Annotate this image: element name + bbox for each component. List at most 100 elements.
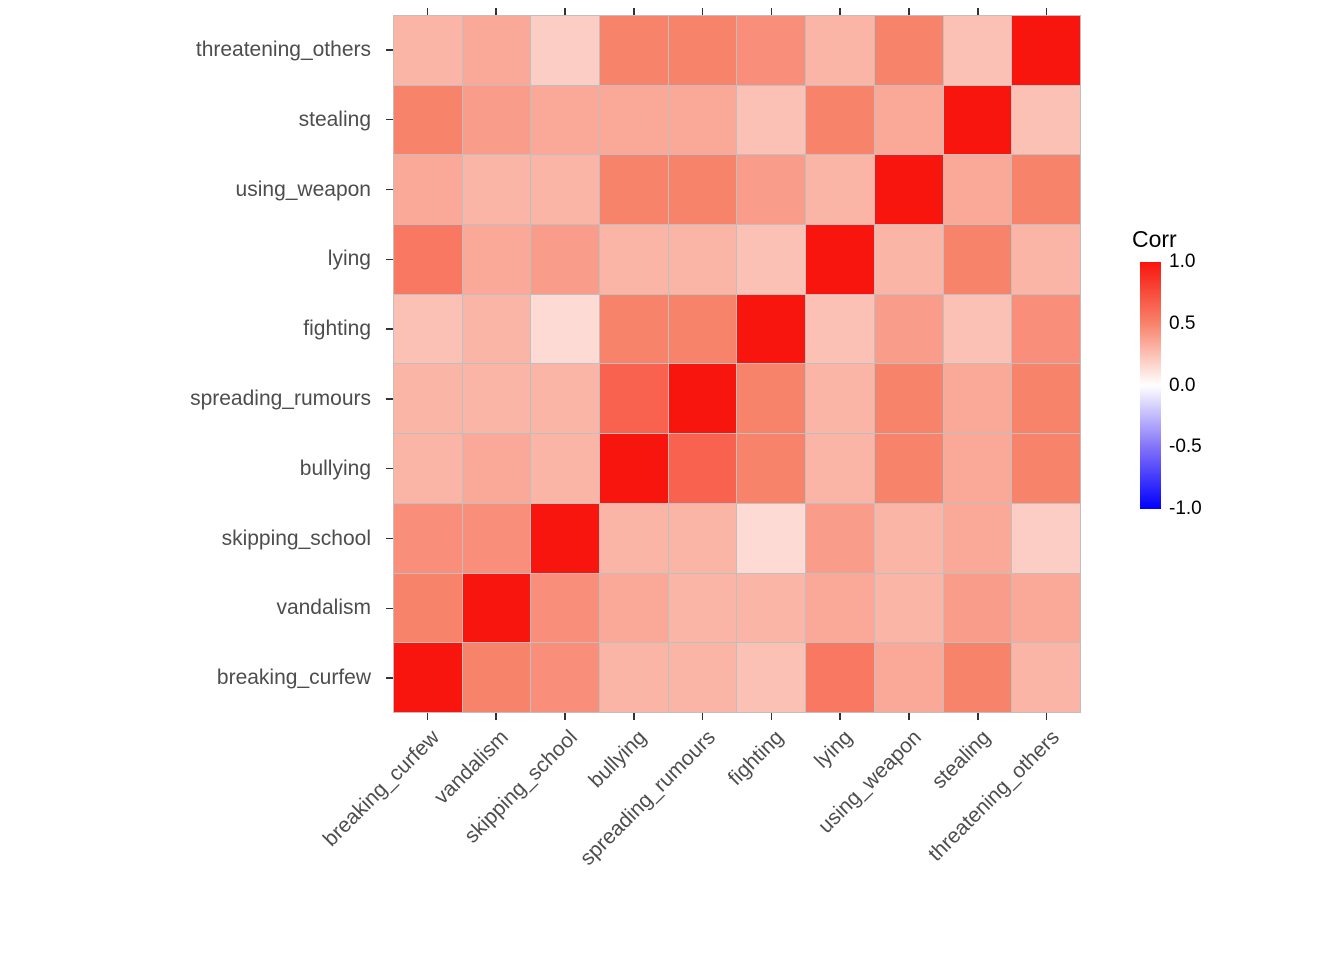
heatmap-cell xyxy=(1012,85,1080,155)
axis-tick xyxy=(564,713,566,720)
heatmap-cell xyxy=(668,155,737,225)
y-axis-label: lying xyxy=(327,247,371,271)
axis-tick xyxy=(386,118,393,121)
heatmap-cell xyxy=(943,85,1012,155)
heatmap-cell xyxy=(806,434,874,503)
heatmap-cell xyxy=(737,364,806,434)
heatmap-cell xyxy=(943,225,1012,294)
heatmap-cell xyxy=(806,225,874,294)
heatmap-cell xyxy=(1012,225,1080,294)
heatmap-cell xyxy=(943,16,1012,85)
heatmap-cell xyxy=(874,643,943,712)
heatmap-cell xyxy=(394,16,462,85)
heatmap-cell xyxy=(874,503,943,573)
heatmap-cell xyxy=(806,294,874,364)
legend-tick-label: -1.0 xyxy=(1169,498,1202,519)
heatmap-cell xyxy=(462,294,531,364)
legend-colorbar xyxy=(1140,262,1161,509)
heatmap-cell xyxy=(874,155,943,225)
heatmap-cell xyxy=(806,573,874,643)
heatmap-cell xyxy=(668,434,737,503)
axis-tick xyxy=(701,713,704,720)
y-axis-label: threatening_others xyxy=(195,37,371,61)
heatmap-cell xyxy=(531,155,600,225)
heatmap-cell xyxy=(737,503,806,573)
heatmap-cell xyxy=(668,573,737,643)
heatmap-cell xyxy=(462,85,531,155)
heatmap-cell xyxy=(874,225,943,294)
heatmap-cell xyxy=(462,155,531,225)
axis-tick xyxy=(908,713,910,720)
heatmap-cell xyxy=(531,16,600,85)
heatmap-cell xyxy=(737,434,806,503)
heatmap-cell xyxy=(394,503,462,573)
heatmap-cell xyxy=(943,294,1012,364)
heatmap-cell xyxy=(600,85,668,155)
heatmap-cell xyxy=(943,364,1012,434)
axis-tick xyxy=(426,8,429,15)
heatmap-cell xyxy=(394,573,462,643)
heatmap-cell xyxy=(737,643,806,712)
axis-tick xyxy=(770,713,773,720)
heatmap-cell xyxy=(462,364,531,434)
heatmap-cell xyxy=(600,434,668,503)
heatmap-cell xyxy=(668,364,737,434)
heatmap-cell xyxy=(668,503,737,573)
heatmap-cell xyxy=(394,294,462,364)
axis-tick xyxy=(908,8,910,15)
heatmap-cell xyxy=(600,503,668,573)
heatmap-cell xyxy=(600,225,668,294)
heatmap-cell xyxy=(668,225,737,294)
heatmap-cell xyxy=(737,16,806,85)
y-axis-label: stealing xyxy=(298,107,371,131)
heatmap-cell xyxy=(462,503,531,573)
heatmap-cell xyxy=(943,155,1012,225)
heatmap-cell xyxy=(462,434,531,503)
heatmap-cell xyxy=(737,85,806,155)
heatmap-cell xyxy=(668,643,737,712)
heatmap-cell xyxy=(600,573,668,643)
heatmap-cell xyxy=(462,225,531,294)
heatmap-cell xyxy=(531,225,600,294)
heatmap-cell xyxy=(531,434,600,503)
axis-tick xyxy=(495,8,497,15)
y-axis-label: bullying xyxy=(299,456,371,480)
axis-tick xyxy=(386,537,393,540)
legend-tick-label: 0.5 xyxy=(1169,312,1196,334)
heatmap-cell xyxy=(737,573,806,643)
heatmap-cell xyxy=(737,155,806,225)
axis-tick xyxy=(1045,713,1048,720)
y-axis-label: fighting xyxy=(303,317,371,341)
heatmap-cell xyxy=(531,503,600,573)
axis-tick xyxy=(386,607,393,610)
heatmap-cell xyxy=(806,16,874,85)
heatmap-cell xyxy=(806,503,874,573)
axis-tick xyxy=(386,328,393,330)
y-axis-label: using_weapon xyxy=(235,177,371,201)
heatmap-cell xyxy=(1012,155,1080,225)
legend-tick-label: -0.5 xyxy=(1169,436,1202,458)
heatmap-cell xyxy=(531,294,600,364)
y-axis-label: spreading_rumours xyxy=(190,386,371,410)
heatmap-cell xyxy=(668,85,737,155)
heatmap-cell xyxy=(1012,643,1080,712)
heatmap-cell xyxy=(874,364,943,434)
axis-tick xyxy=(426,713,429,720)
legend-tick-label: 0.0 xyxy=(1169,374,1196,396)
heatmap-cell xyxy=(394,434,462,503)
heatmap-cell xyxy=(1012,364,1080,434)
heatmap-panel xyxy=(393,15,1081,713)
heatmap-cell xyxy=(394,643,462,712)
legend-tick-label: 1.0 xyxy=(1169,251,1196,272)
heatmap-cell xyxy=(462,16,531,85)
heatmap-cell xyxy=(1012,16,1080,85)
heatmap-cell xyxy=(600,643,668,712)
heatmap-cell xyxy=(600,155,668,225)
heatmap-cell xyxy=(531,85,600,155)
axis-tick xyxy=(564,8,566,15)
axis-tick xyxy=(977,8,979,15)
heatmap-cell xyxy=(531,643,600,712)
heatmap-cell xyxy=(806,364,874,434)
axis-tick xyxy=(977,713,979,720)
heatmap-cell xyxy=(394,364,462,434)
